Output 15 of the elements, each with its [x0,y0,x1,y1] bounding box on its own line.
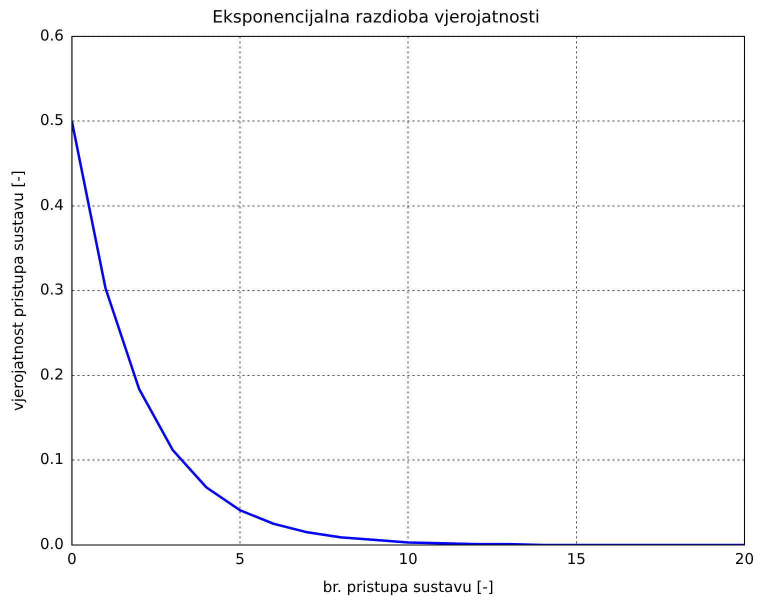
x-axis-title: br. pristupa sustavu [-] [322,578,494,596]
y-tick-label: 0.2 [40,365,64,384]
y-tick-label: 0.3 [40,280,64,299]
y-tick-label: 0.4 [40,196,64,214]
y-tick-label: 0.5 [40,111,64,130]
y-axis-title: vjerojatnost pristupa sustavu [-] [8,170,27,412]
chart-title: Eksponencijalna razdioba vjerojatnosti [212,8,540,28]
x-tick-label: 0 [67,550,77,568]
x-tick-label: 10 [398,550,418,568]
y-tick-label: 0.1 [40,450,64,468]
y-tick-label: 0.0 [40,534,64,553]
x-tick-label: 5 [235,550,245,568]
x-tick-label: 15 [566,550,586,568]
y-tick-label: 0.6 [40,26,64,44]
x-tick-label: 20 [734,550,754,568]
